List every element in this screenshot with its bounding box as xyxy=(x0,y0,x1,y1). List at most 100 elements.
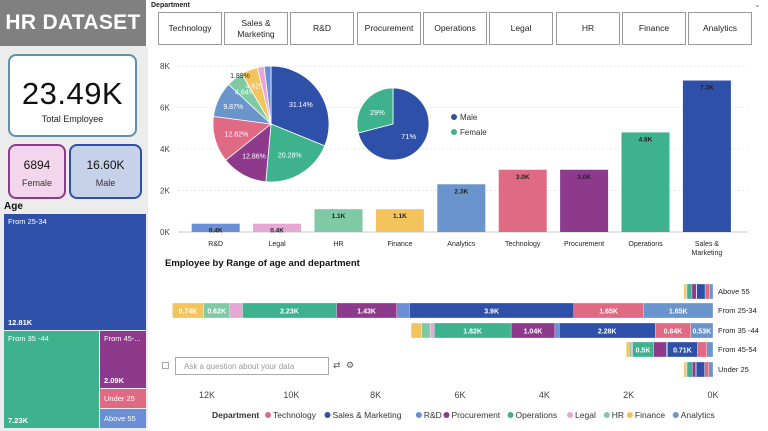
stacked-segment xyxy=(632,341,654,358)
stacked-segment xyxy=(429,322,435,339)
slicer-analytics[interactable]: Analytics xyxy=(688,12,752,45)
treemap-cell[interactable]: From 25-34 12.81K xyxy=(4,214,146,330)
pie-slice xyxy=(212,115,272,161)
y-tick-label: 6K xyxy=(160,104,170,113)
treemap-cell[interactable]: Above 55 xyxy=(100,409,146,428)
page-title: HR DATASET xyxy=(0,0,146,46)
male-value: 16.60K xyxy=(86,158,125,172)
stacked-segment xyxy=(336,302,397,319)
legend-swatch xyxy=(265,412,271,418)
stacked-segment xyxy=(573,302,644,319)
stacked-segment xyxy=(558,322,656,339)
female-label: Female xyxy=(21,178,52,188)
stacked-segment xyxy=(655,322,691,339)
stacked-segment xyxy=(554,322,560,339)
legend-label: HR xyxy=(612,410,624,420)
pie-slice xyxy=(357,87,430,161)
segment-label: 0.74K xyxy=(179,309,198,316)
legend-title: Department xyxy=(212,410,259,420)
segment-label: 0.84K xyxy=(664,329,683,336)
legend-label: Technology xyxy=(273,410,317,420)
stacked-segment xyxy=(685,283,687,300)
share-icon[interactable]: ⇄ xyxy=(333,360,341,370)
segment-label: 0.5K xyxy=(636,348,651,355)
bar xyxy=(375,209,424,232)
slicer-finance[interactable]: Finance xyxy=(622,12,686,45)
stacked-segment xyxy=(421,322,431,339)
bar-value-label: 2.3K xyxy=(454,188,468,195)
stacked-chart-title: Employee by Range of age and department xyxy=(165,258,361,269)
y-category-label: From 25-34 xyxy=(718,306,757,315)
pie-label: 4.62% xyxy=(246,83,266,90)
stacked-segment xyxy=(704,283,710,300)
bar-value-label: 0.4K xyxy=(209,228,223,235)
treemap-cell[interactable]: Under 25 xyxy=(100,389,146,408)
bar-value-label: 4.8K xyxy=(639,136,653,143)
y-tick-label: 8K xyxy=(160,62,170,71)
bar xyxy=(621,132,670,232)
x-tick-label: 0K xyxy=(707,390,718,400)
stacked-segment xyxy=(685,361,687,378)
bar xyxy=(191,223,240,232)
slicer-sales-marketing[interactable]: Sales & Marketing xyxy=(224,12,288,45)
stacked-segment xyxy=(203,302,230,319)
slicer-procurement[interactable]: Procurement xyxy=(357,12,421,45)
bar xyxy=(682,80,731,233)
treemap-cell-value: 2.09K xyxy=(104,376,125,385)
stacked-segment xyxy=(625,341,630,358)
stacked-segment xyxy=(697,341,707,358)
treemap-cell-name: From 45-... xyxy=(104,334,141,343)
slicer-technology[interactable]: Technology xyxy=(158,12,222,45)
legend-swatch xyxy=(415,412,422,418)
bar xyxy=(314,209,363,232)
chat-icon[interactable]: ▢ xyxy=(161,360,170,370)
pie-slice xyxy=(228,73,272,125)
pie-label: 9.87% xyxy=(223,104,243,111)
legend-swatch xyxy=(567,412,574,418)
stacked-segment xyxy=(690,322,714,339)
segment-label: 2.23K xyxy=(280,309,299,316)
segment-label: 1.43K xyxy=(357,309,376,316)
pie-slice xyxy=(270,65,330,147)
stacked-segment xyxy=(409,302,574,319)
treemap-cell[interactable]: From 35 -44 7.23K xyxy=(4,331,99,428)
x-tick-label: Legal xyxy=(269,241,287,248)
legend-swatch xyxy=(626,412,633,418)
stacked-segment xyxy=(706,341,714,358)
slicer-legal[interactable]: Legal xyxy=(489,12,553,45)
treemap-cell-value: 12.81K xyxy=(8,318,33,327)
settings-icon[interactable]: ⚙ xyxy=(346,360,355,370)
pie-label: 12.82% xyxy=(224,132,248,139)
stacked-segment xyxy=(628,341,632,358)
qa-input[interactable]: Ask a question about your data xyxy=(175,357,329,375)
stacked-segment xyxy=(686,361,688,378)
segment-label: 0.71K xyxy=(673,348,692,355)
stacked-segment xyxy=(704,361,709,378)
pie-label: 4.64% xyxy=(235,89,255,96)
bar-value-label: 7.3K xyxy=(700,85,714,92)
stacked-segment xyxy=(686,361,693,378)
chevron-down-icon[interactable]: ⌄ xyxy=(754,0,761,9)
legend-label: Procurement xyxy=(452,410,501,420)
slicer-hr[interactable]: HR xyxy=(556,12,620,45)
y-tick-label: 0K xyxy=(160,228,170,237)
stacked-segment xyxy=(666,341,668,358)
total-employee-label: Total Employee xyxy=(41,114,104,124)
treemap-cell-name: Above 55 xyxy=(104,414,136,423)
treemap-cell[interactable]: From 45-... 2.09K xyxy=(100,331,146,388)
slicer-r-d[interactable]: R&D xyxy=(290,12,354,45)
y-tick-label: 4K xyxy=(160,145,170,154)
age-treemap-title: Age xyxy=(4,201,23,212)
pie-label: 31.14% xyxy=(289,102,313,109)
segment-label: 1.82K xyxy=(463,329,482,336)
y-category-label: From 35 -44 xyxy=(718,326,759,335)
x-tick-label: Marketing xyxy=(692,250,723,257)
pie-slice xyxy=(213,83,273,125)
legend-swatch xyxy=(451,129,457,135)
female-card: 6894 Female xyxy=(8,144,66,199)
male-card: 16.60K Male xyxy=(69,144,142,199)
total-employee-value: 23.49K xyxy=(21,76,124,111)
slicer-operations[interactable]: Operations xyxy=(423,12,487,45)
x-tick-label: Sales & xyxy=(695,241,719,248)
treemap-cell-name: From 25-34 xyxy=(8,217,47,226)
